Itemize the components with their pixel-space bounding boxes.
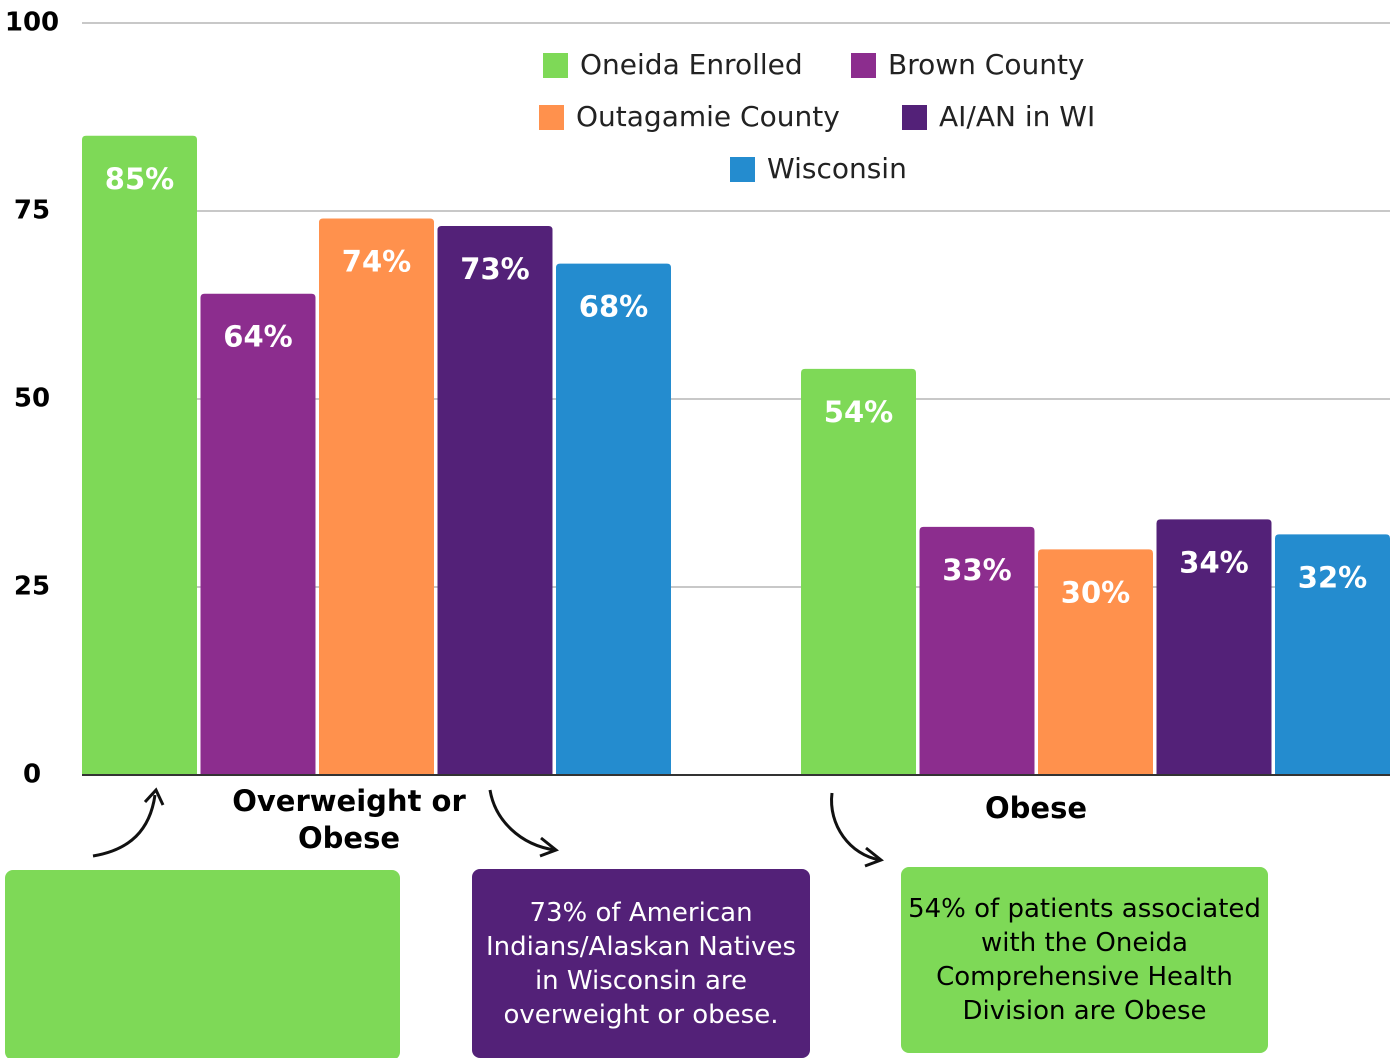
- value-label: 64%: [223, 320, 292, 354]
- bar: [200, 293, 316, 775]
- value-label: 33%: [942, 553, 1011, 587]
- value-label: 54%: [824, 395, 893, 429]
- value-label: 32%: [1298, 560, 1367, 594]
- bar: [556, 263, 671, 775]
- value-label: 30%: [1061, 575, 1130, 609]
- legend-label: Oneida Enrolled: [580, 48, 803, 81]
- arrow: [92, 794, 157, 858]
- legend-label: Outagamie County: [576, 100, 840, 133]
- arrows: [92, 787, 884, 868]
- bar: [82, 135, 197, 776]
- y-tick-label: 25: [14, 572, 50, 602]
- legend-swatch: [730, 157, 755, 182]
- category-label: Overweight or Obese: [232, 784, 466, 855]
- annotation: 54% of patients associated with the Onei…: [901, 867, 1268, 1053]
- value-label: 73%: [460, 252, 529, 286]
- legend-swatch: [539, 105, 564, 130]
- y-tick-label: 75: [14, 196, 50, 226]
- arrow-head: [539, 836, 559, 858]
- arrow: [488, 789, 556, 852]
- legend-label: Brown County: [888, 48, 1085, 81]
- y-tick-label: 0: [23, 760, 41, 790]
- legend-swatch: [902, 105, 927, 130]
- bar: [1275, 534, 1390, 775]
- arrow-head: [864, 846, 884, 868]
- bar: [437, 226, 553, 776]
- bar: [1038, 549, 1153, 775]
- bar: [919, 526, 1035, 775]
- note-box: [5, 870, 400, 1058]
- annotation: 73% of American Indians/Alaskan Natives …: [472, 869, 810, 1058]
- y-tick-label: 50: [14, 384, 50, 414]
- bar: [801, 368, 916, 775]
- category-label: Obese: [984, 791, 1087, 825]
- value-label: 74%: [342, 245, 411, 279]
- bar: [1156, 519, 1272, 775]
- legend-swatch: [851, 53, 876, 78]
- arrow: [830, 792, 881, 862]
- y-tick-label: 100: [5, 8, 59, 38]
- legend-swatch: [543, 53, 568, 78]
- arrow-head: [143, 787, 165, 806]
- legend-label: Wisconsin: [767, 152, 907, 185]
- value-label: 85%: [105, 162, 174, 196]
- value-label: 68%: [579, 290, 648, 324]
- plot: 0 25 50 75 100 85% 54% 64% 33% 74% 30% 73% 34% 68% 32%…: [5, 8, 1390, 790]
- bar: [319, 218, 434, 775]
- value-label: 34%: [1179, 545, 1248, 579]
- legend-label: AI/AN in WI: [939, 100, 1095, 133]
